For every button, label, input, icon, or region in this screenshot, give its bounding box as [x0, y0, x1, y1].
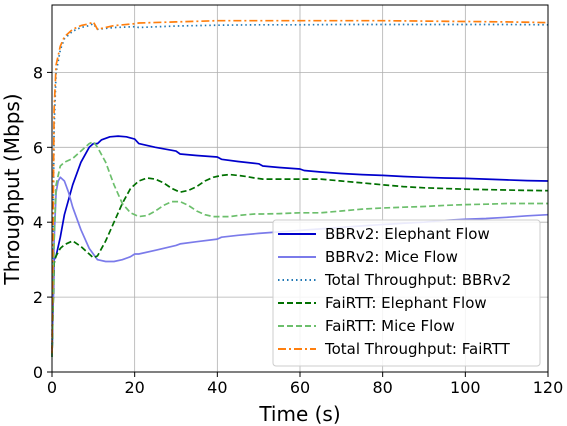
x-tick-label: 20	[124, 378, 144, 397]
y-tick-label: 6	[33, 138, 43, 157]
x-tick-label: 40	[207, 378, 227, 397]
y-tick-label: 4	[33, 213, 43, 232]
y-axis-label: Throughput (Mbps)	[0, 93, 24, 285]
series-line-5	[51, 140, 548, 358]
legend-label-2: BBRv2: Mice Flow	[325, 248, 458, 266]
series-line-6	[51, 19, 549, 354]
y-tick-label: 8	[33, 63, 43, 82]
legend-label-3: Total Throughput: BBRv2	[324, 271, 511, 289]
x-tick-label: 60	[290, 378, 310, 397]
legend-label-1: BBRv2: Elephant Flow	[325, 225, 490, 243]
legend: BBRv2: Elephant Flow BBRv2: Mice Flow Tota…	[272, 219, 541, 367]
x-tick-label: 0	[47, 378, 57, 397]
y-tick-label: 2	[33, 288, 43, 307]
x-axis-label: Time (s)	[258, 402, 340, 426]
legend-box	[272, 219, 541, 367]
series-lines	[51, 19, 549, 358]
y-tick-label: 0	[33, 363, 43, 382]
axis-ticks: 0 20 40 60 80 100 120 0 2 4 6 8	[33, 63, 563, 397]
x-tick-label: 80	[372, 378, 392, 397]
x-tick-label: 120	[533, 378, 564, 397]
series-line-4	[51, 173, 549, 358]
series-line-3	[51, 22, 549, 354]
legend-label-6: Total Throughput: FaiRTT	[324, 340, 511, 358]
legend-label-4: FaiRTT: Elephant Flow	[325, 294, 487, 312]
x-tick-label: 100	[450, 378, 481, 397]
legend-label-5: FaiRTT: Mice Flow	[325, 317, 455, 335]
series-line-1	[51, 135, 549, 358]
